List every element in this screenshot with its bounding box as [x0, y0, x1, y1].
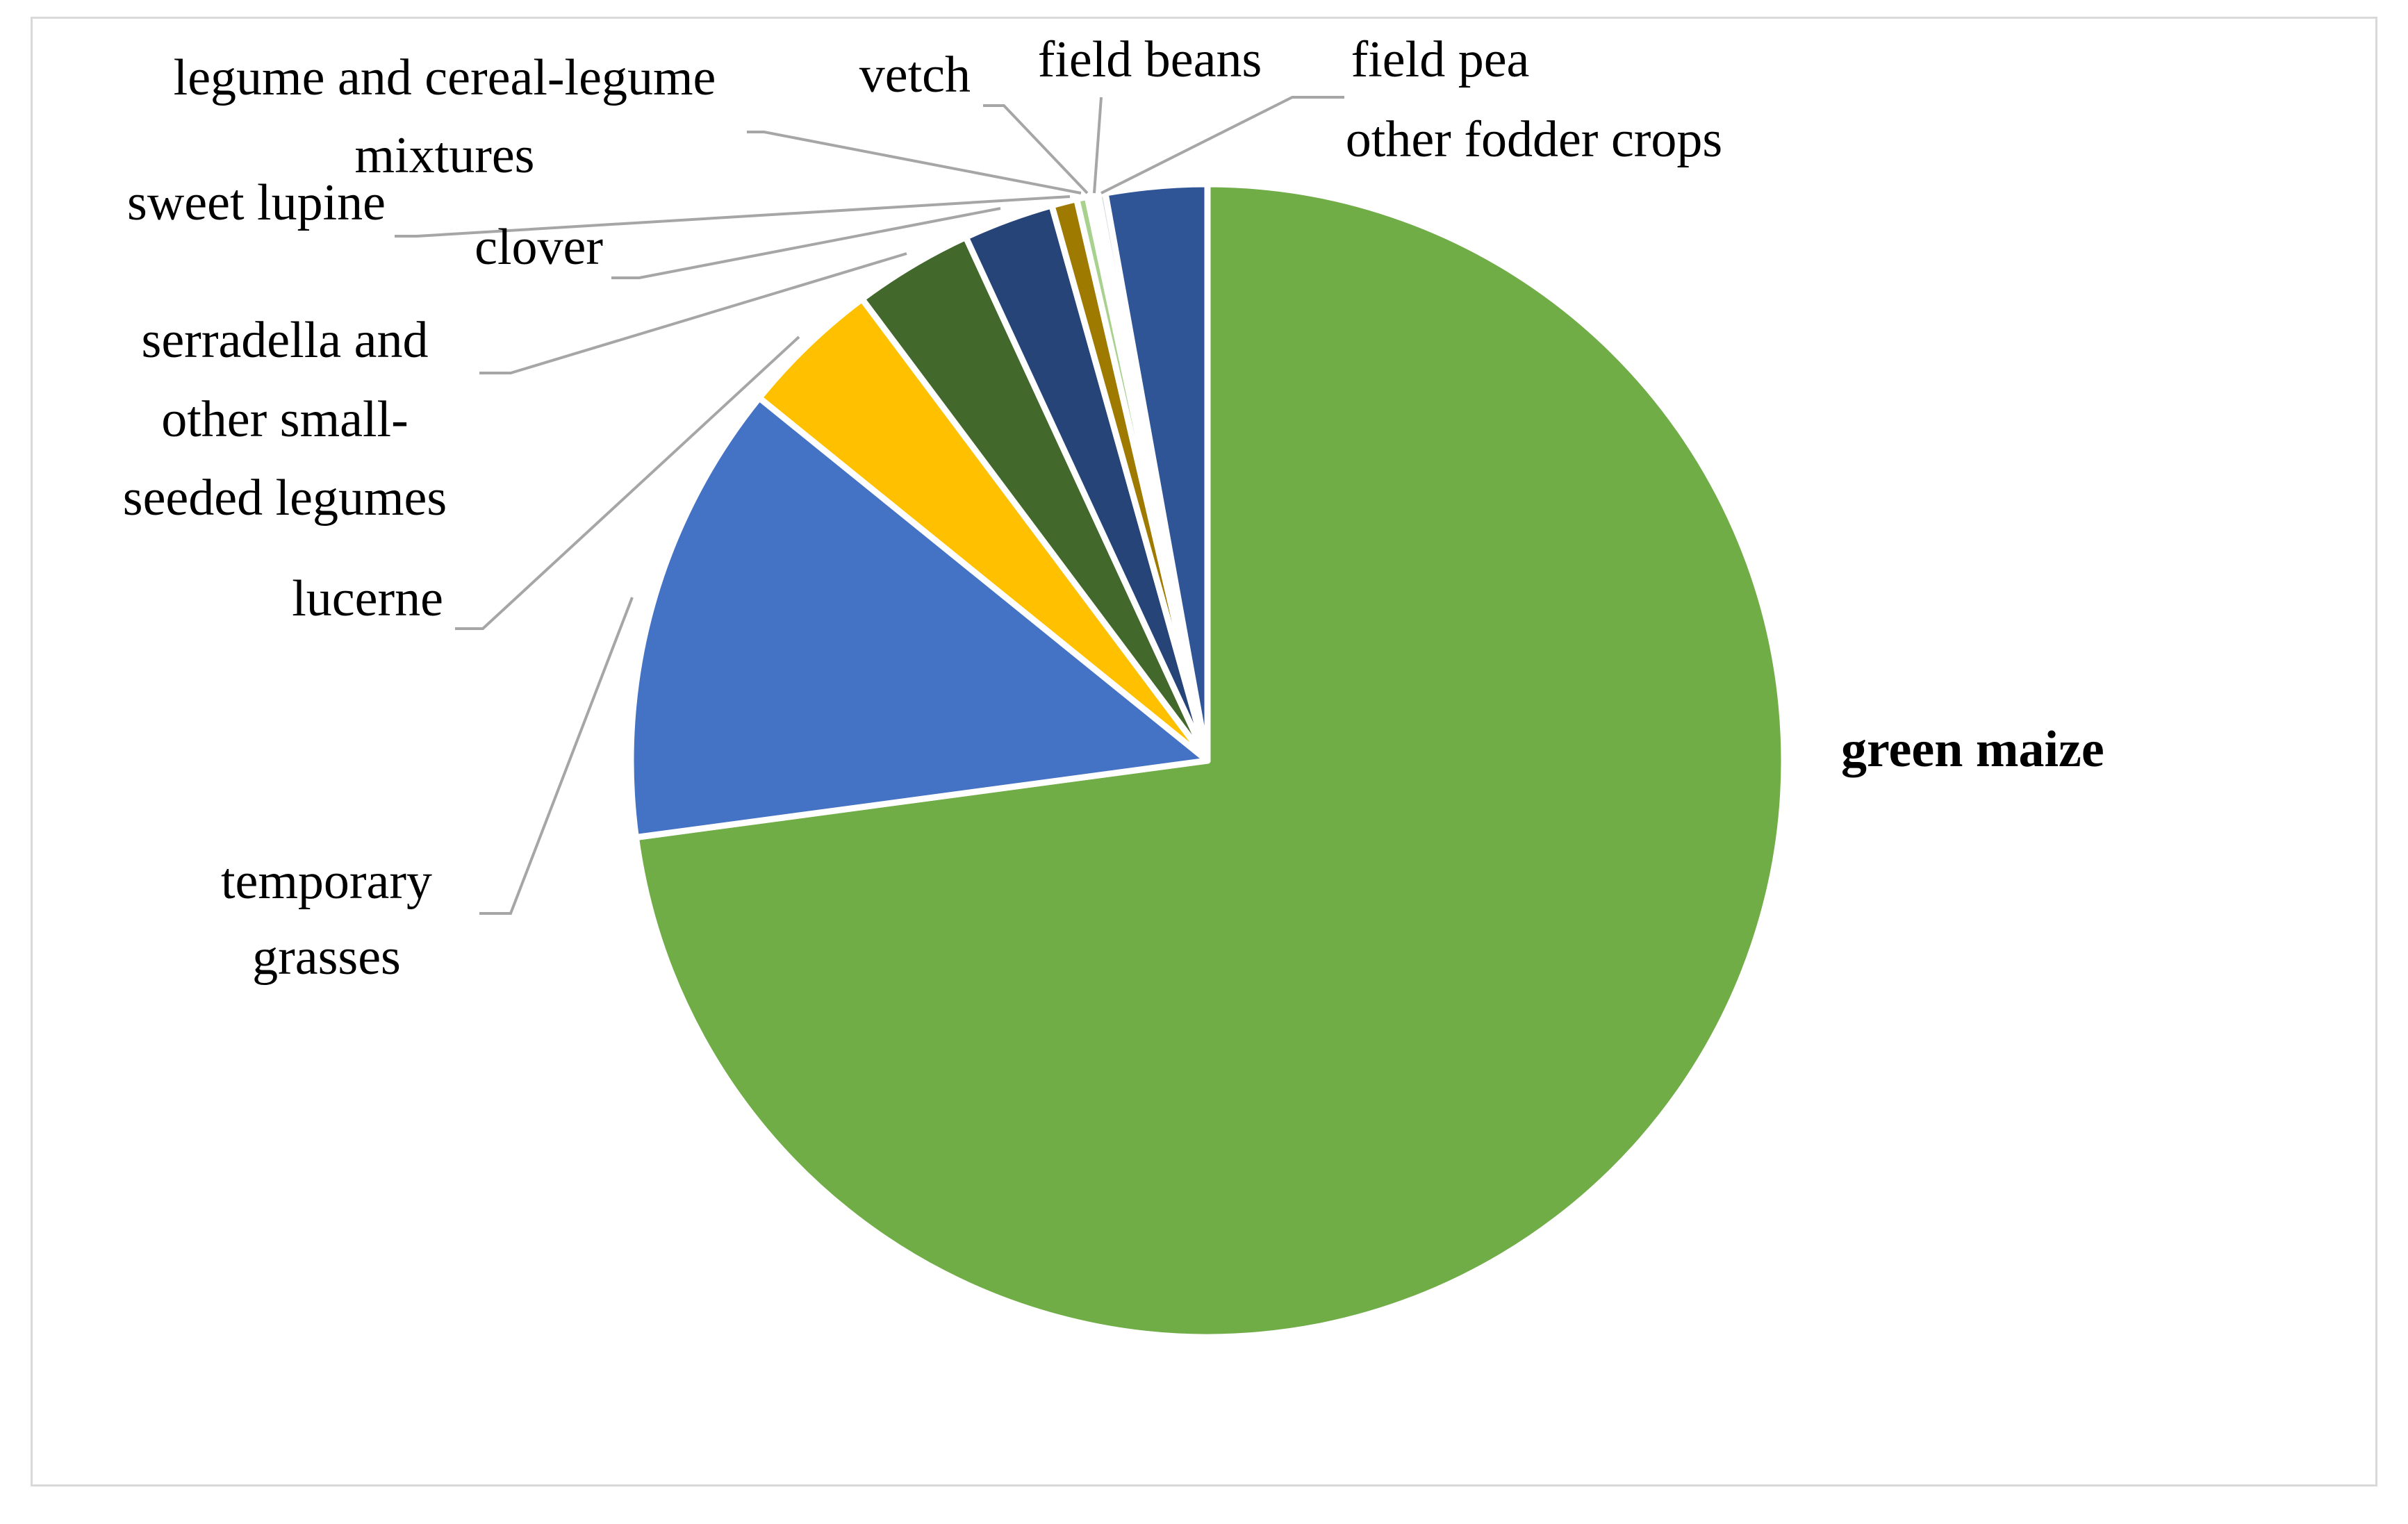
pie-slice-temporary-grasses	[627, 395, 1211, 841]
label-temporary-grasses-line-1: temporary	[221, 853, 432, 910]
slices-layer	[627, 181, 1788, 1341]
leader-line-serradella-and-other-small-seeded-legumes	[479, 252, 907, 374]
leader-line-field-pea	[1100, 96, 1344, 194]
label-legume-and-cereal-legume-mixtures-line-2: mixtures	[355, 127, 535, 184]
leader-line-clover	[611, 207, 1001, 279]
label-other-fodder-crops: other fodder crops	[1346, 111, 1722, 168]
label-serradella-and-other-small-seeded-legumes-line-3: seeded legumes	[123, 470, 447, 527]
label-field-beans: field beans	[1038, 31, 1262, 88]
pie-slice-other-fodder-crops	[1102, 181, 1211, 764]
leader-lines	[395, 96, 1344, 915]
leader-line-legume-and-cereal-legume-mixtures	[747, 131, 1082, 194]
leader-line-field-beans	[1093, 97, 1103, 194]
labels-layer: green maize temporary grasses lucerne serrad…	[123, 31, 2104, 986]
label-temporary-grasses-line-2: grasses	[252, 929, 401, 986]
label-serradella-and-other-small-seeded-legumes-line-1: serradella and	[142, 312, 429, 369]
label-lucerne: lucerne	[292, 570, 443, 627]
leader-line-vetch	[983, 104, 1089, 194]
label-field-pea: field pea	[1351, 31, 1530, 88]
label-green-maize: green maize	[1841, 721, 2104, 778]
label-vetch: vetch	[859, 47, 971, 103]
label-sweet-lupine: sweet lupine	[127, 174, 386, 231]
label-serradella-and-other-small-seeded-legumes-line-2: other small-	[161, 391, 409, 448]
leader-line-sweet-lupine	[395, 195, 1071, 238]
label-legume-and-cereal-legume-mixtures-line-1: legume and cereal-legume	[174, 49, 716, 106]
leader-line-temporary-grasses	[479, 597, 634, 915]
leader-line-lucerne	[455, 336, 800, 630]
label-clover: clover	[475, 219, 603, 276]
